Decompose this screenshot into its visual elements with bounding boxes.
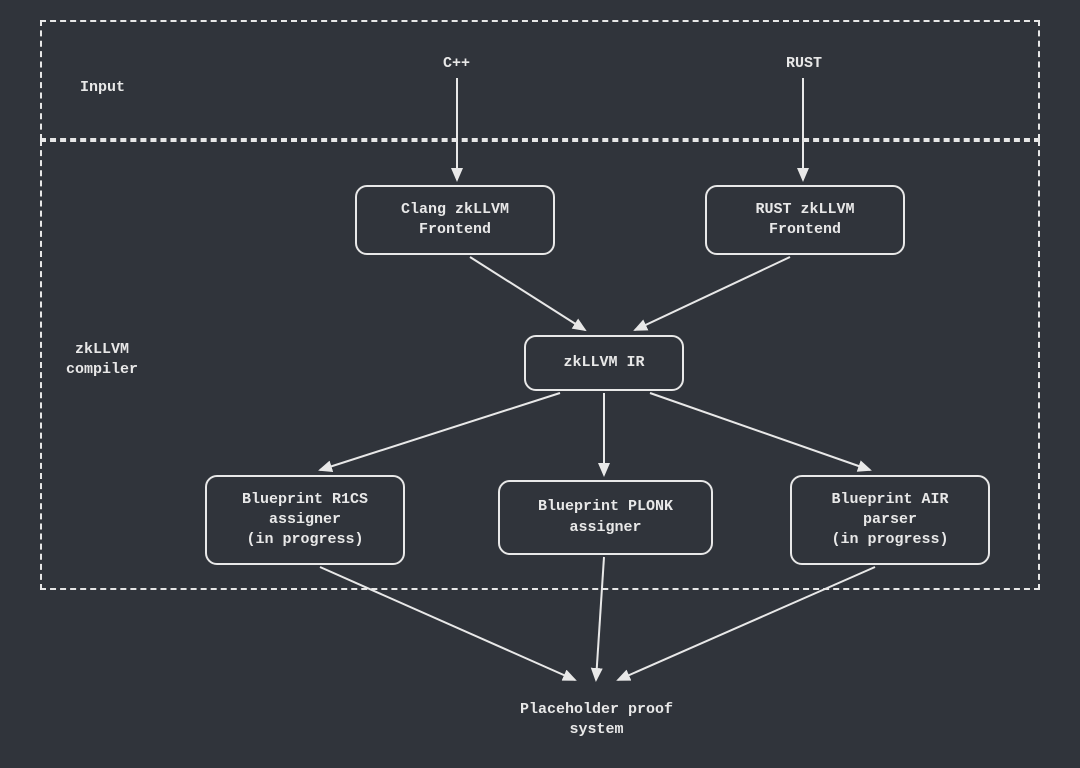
placeholder-proof-label: Placeholder proof system (520, 700, 673, 741)
air-parser-node: Blueprint AIR parser (in progress) (790, 475, 990, 565)
cpp-input-label: C++ (443, 55, 470, 72)
input-section-label: Input (80, 78, 125, 98)
clang-frontend-node: Clang zkLLVM Frontend (355, 185, 555, 255)
compiler-section-label: zkLLVM compiler (66, 340, 138, 381)
input-section-box (40, 20, 1040, 140)
rust-input-label: RUST (786, 55, 822, 72)
zkllvm-ir-node: zkLLVM IR (524, 335, 684, 391)
plonk-assigner-node: Blueprint PLONK assigner (498, 480, 713, 555)
rust-frontend-node: RUST zkLLVM Frontend (705, 185, 905, 255)
r1cs-assigner-node: Blueprint R1CS assigner (in progress) (205, 475, 405, 565)
